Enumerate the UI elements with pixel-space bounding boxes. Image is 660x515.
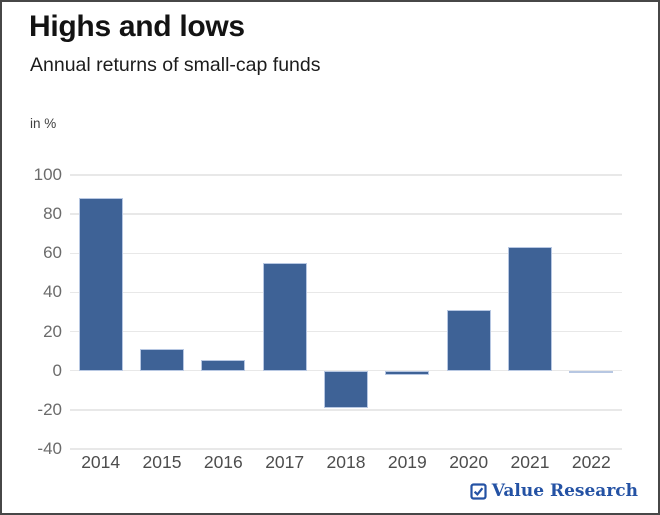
gridline--20 [70,409,622,411]
chart-subtitle: Annual returns of small-cap funds [30,54,321,76]
bar-2020 [446,310,491,371]
y-tick-label-100: 100 [33,165,62,184]
x-tick-label-2016: 2016 [203,452,243,472]
gridline-100 [70,174,622,176]
gridline-20 [70,330,622,333]
bar-2022 [569,370,614,373]
bar-2016 [201,359,246,371]
gridline-60 [70,252,622,255]
y-tick-label-60: 60 [43,243,62,263]
y-tick-label--20: -20 [37,399,62,419]
unit-label: in % [30,116,57,131]
bar-2015 [140,349,184,371]
gridline-80 [70,213,622,215]
value-research-logo[interactable]: Value Research [470,481,638,501]
logo-text: Value Research [491,481,638,501]
y-tick-label-20: 20 [43,321,62,341]
y-axis-labels: 100 80 60 40 20 0 -20 -40 [2,165,62,458]
y-tick-label-0: 0 [52,360,62,380]
y-tick-label-40: 40 [43,282,62,302]
bar-2014 [78,198,123,371]
x-tick-label-2015: 2015 [142,452,182,472]
bar-2021 [508,247,552,371]
bar-2019 [385,370,430,375]
plot-area [70,174,622,450]
checkbox-check-icon [470,482,487,500]
y-tick-label-80: 80 [43,204,62,224]
x-tick-label-2019: 2019 [387,452,427,472]
x-tick-label-2022: 2022 [571,452,611,472]
x-axis-labels: 2014 2015 2016 2017 2018 2019 2020 2021 2022 [70,452,622,476]
x-tick-label-2020: 2020 [449,452,489,472]
x-tick-label-2018: 2018 [326,452,366,472]
chart-title: Highs and lows [29,10,245,43]
gridline-40 [70,291,622,294]
bar-2018 [324,370,368,408]
x-tick-label-2017: 2017 [265,452,305,472]
bar-2017 [262,263,307,371]
y-tick-label--40: -40 [37,439,62,458]
x-tick-label-2021: 2021 [510,452,550,472]
x-tick-label-2014: 2014 [81,452,121,472]
gridline--40 [70,448,622,450]
